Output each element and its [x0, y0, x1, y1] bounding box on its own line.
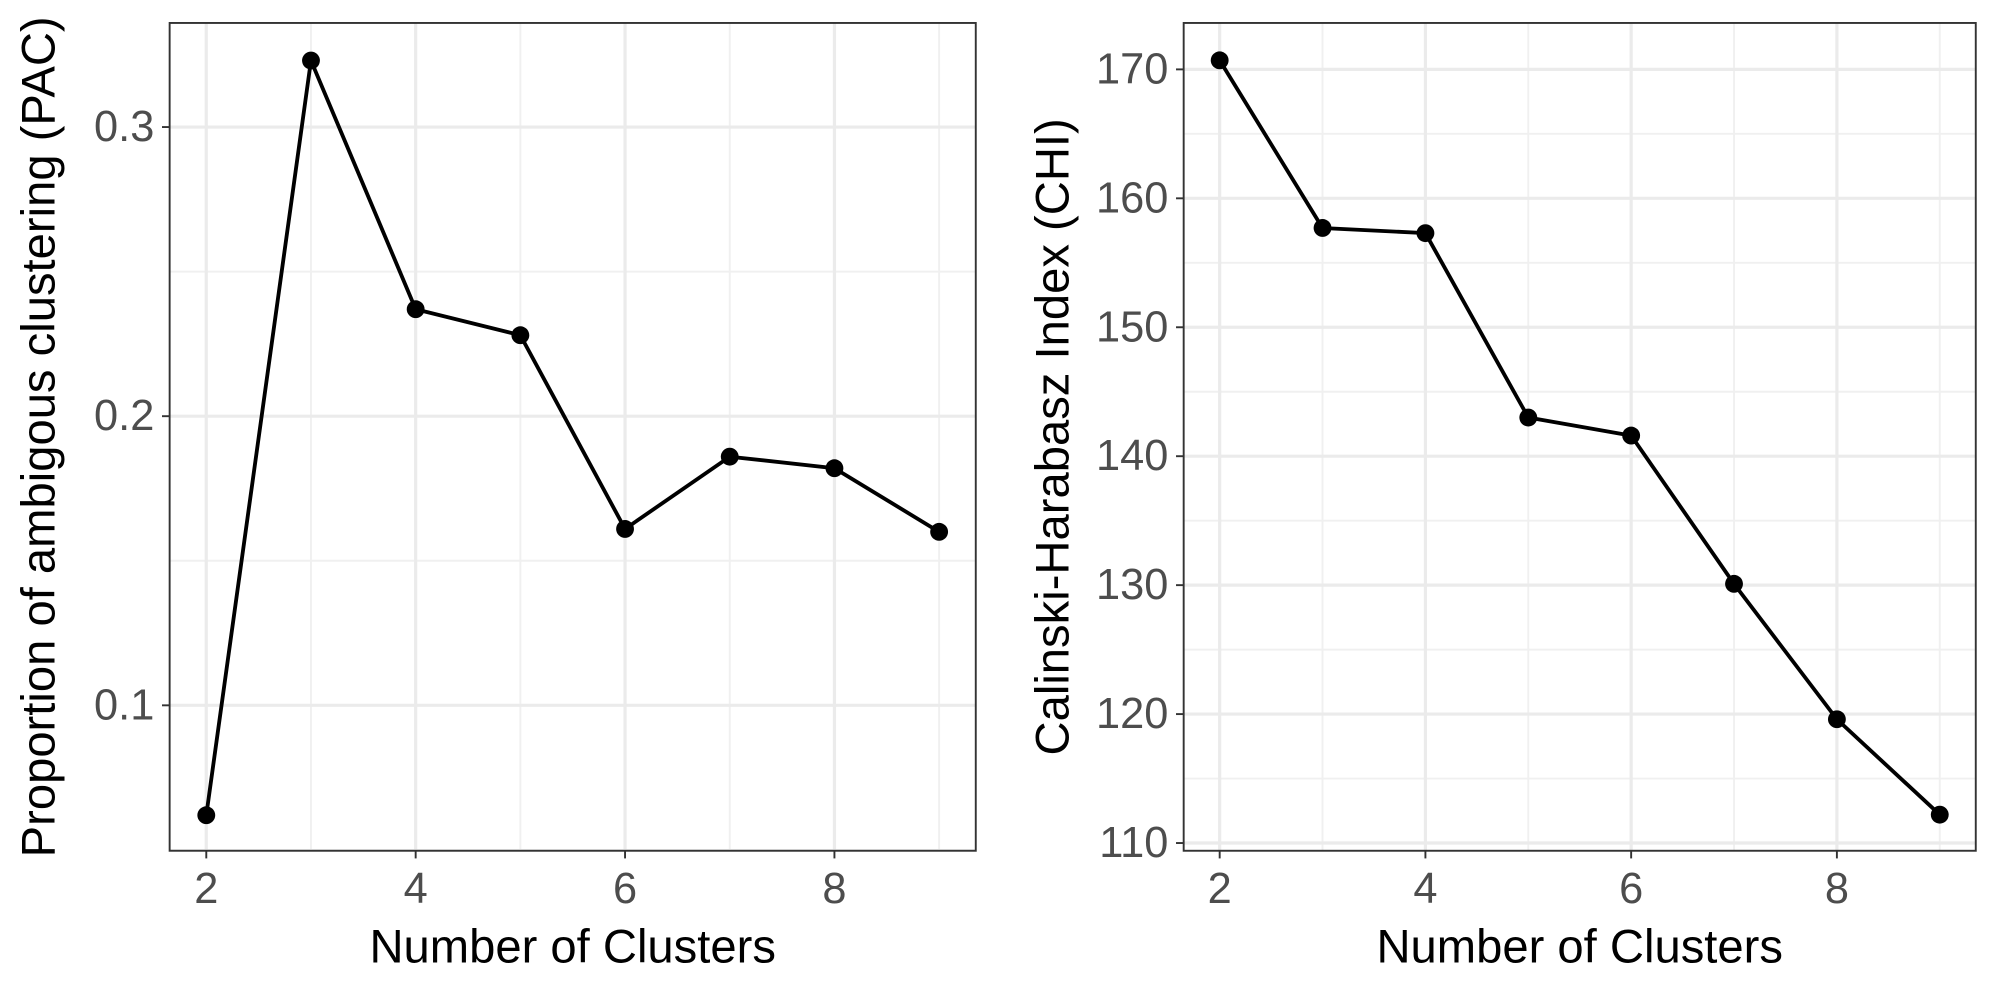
data-point	[825, 459, 844, 478]
data-point	[302, 51, 320, 70]
x-tick-label: 2	[194, 865, 218, 913]
panel-background	[169, 22, 976, 851]
panel-border	[1182, 22, 1977, 852]
y-tick-label: 0.1	[94, 681, 154, 729]
y-tick-label: 140	[1096, 432, 1168, 480]
x-tick-label: 6	[613, 865, 637, 913]
x-tick-label: 8	[822, 865, 846, 913]
data-point	[1519, 408, 1538, 427]
data-point	[511, 326, 530, 345]
plot-panel: 0.1 0.2 0.3 2 4 6 8 Number of Clusters Proportio…	[13, 16, 977, 974]
data-point	[720, 447, 739, 466]
data-point	[197, 806, 216, 825]
data-point	[930, 522, 949, 541]
y-tick-label: 120	[1096, 690, 1168, 738]
y-tick-label: 170	[1096, 45, 1168, 93]
x-tick-label: 6	[1619, 865, 1643, 913]
data-point	[1622, 426, 1641, 445]
data-point	[1725, 574, 1743, 593]
x-axis-title: Number of Clusters	[1376, 921, 1782, 974]
data-point	[406, 300, 425, 319]
x-tick-label: 4	[1413, 865, 1437, 913]
data-point	[1210, 51, 1229, 70]
y-tick-label: 0.2	[94, 392, 154, 440]
y-tick-label: 150	[1096, 303, 1168, 351]
y-axis-title: Proportion of ambigous clustering (PAC)	[13, 16, 66, 857]
panel-border	[168, 22, 977, 852]
plot-panel: 110 120 130 140 150 160 170 2 4 6 8 Number of Clust…	[1027, 22, 1977, 974]
data-line	[204, 53, 941, 816]
data-point	[1313, 219, 1332, 237]
panel-background	[1183, 22, 1976, 851]
x-axis-title: Number of Clusters	[369, 921, 775, 974]
data-point	[1416, 224, 1435, 243]
y-tick-label: 160	[1096, 174, 1168, 222]
x-tick-label: 8	[1825, 865, 1849, 913]
y-tick-label: 0.3	[94, 103, 154, 151]
data-point	[1827, 710, 1846, 729]
y-tick-label: 110	[1099, 819, 1168, 867]
data-point	[616, 520, 634, 538]
data-line	[1218, 59, 1942, 817]
y-axis-title: Calinski-Harabasz Index (CHI)	[1027, 118, 1080, 755]
data-point	[1930, 805, 1949, 824]
x-tick-label: 2	[1208, 865, 1232, 913]
y-tick-label: 130	[1096, 561, 1168, 609]
x-tick-label: 4	[404, 865, 428, 913]
